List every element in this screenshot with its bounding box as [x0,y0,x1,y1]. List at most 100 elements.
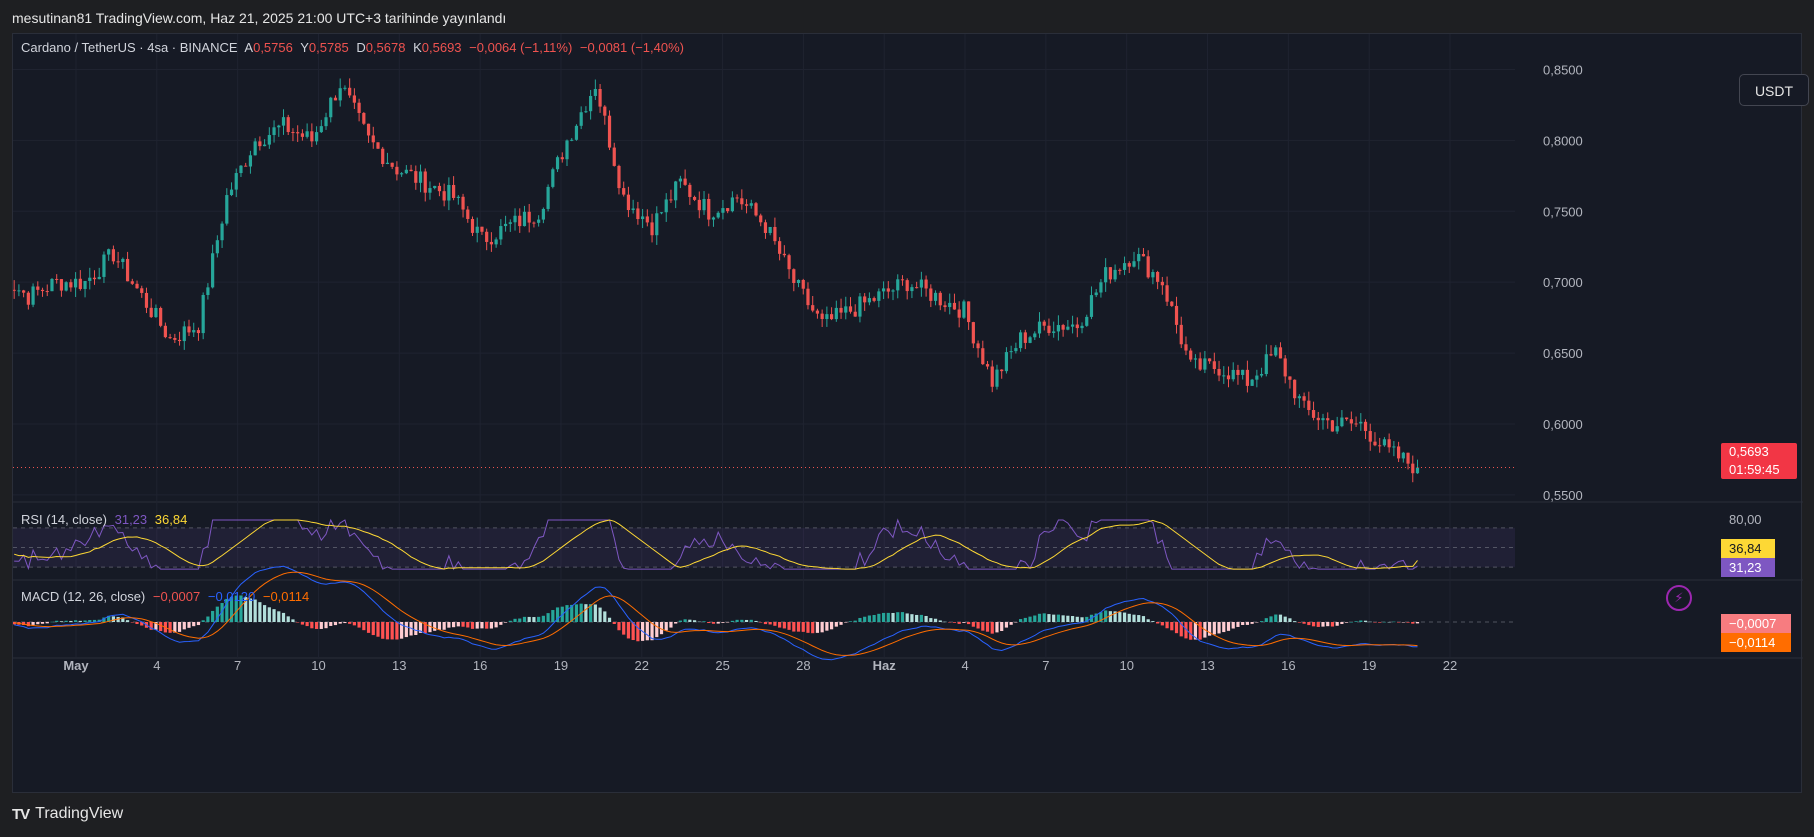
macd-histogram-bar [692,620,697,622]
chart-canvas[interactable]: May 4 7 10 13 16 19 22 25 28 Haz 4 7 10 13 16 19 22 0,8500… [13,34,1803,794]
candle-body [267,135,271,145]
macd-histogram-bar [428,622,432,633]
macd-histogram-bar [655,622,659,638]
macd-histogram-bar [933,618,938,622]
candle-body [1269,354,1273,356]
macd-histogram-bar [1113,611,1117,622]
macd-histogram-bar [522,616,527,622]
candle-body [385,162,390,164]
candle-body [655,213,659,236]
currency-button[interactable]: USDT [1739,74,1809,106]
macd-histogram-bar [1387,621,1391,623]
lightning-icon[interactable]: ⚡ [1666,585,1692,611]
candle-body [796,279,801,284]
macd-histogram-bar [447,622,451,628]
macd-histogram-bar [631,622,635,641]
candle-body [395,166,399,175]
macd-histogram-bar [1037,613,1042,622]
candle-body [404,169,408,174]
macd-histogram-bar [182,622,186,630]
macd-histogram-bar [159,622,163,632]
candle-body [896,279,900,291]
rsi-ma-tag: 36,84 [1721,539,1775,558]
macd-name: MACD (12, 26, close) [21,589,146,604]
macd-histogram-bar [277,611,281,622]
macd-histogram-bar [872,614,876,622]
macd-histogram-bar [943,621,947,623]
candle-body [967,301,971,323]
macd-histogram-bar [555,607,560,622]
macd-histogram-bar [1311,622,1316,627]
candle-body [1099,282,1103,293]
macd-histogram-bar [584,604,588,622]
macd-histogram-bar [1165,622,1169,629]
candle-body [1307,400,1311,411]
macd-histogram-bar [461,622,465,627]
candle-body [1245,369,1249,386]
macd-histogram-bar [1056,614,1060,622]
candle-body [348,87,352,96]
candle-body [1255,375,1259,380]
macd-histogram-bar [1047,614,1051,622]
candle-body [187,326,191,333]
candle-body [626,194,631,211]
macd-histogram-bar [1127,613,1131,622]
macd-histogram-bar [239,595,243,622]
macd-histogram-bar [1141,616,1146,622]
candle-body [1156,271,1160,282]
macd-histogram-bar [333,622,338,626]
macd-histogram-bar [593,604,597,622]
macd-histogram-bar [125,620,130,622]
macd-histogram-bar [603,611,607,622]
macd-histogram-bar [881,612,886,622]
candle-body [159,307,163,326]
macd-histogram-bar [366,622,371,633]
macd-histogram-bar [1269,616,1273,622]
macd-histogram-bar [886,612,890,622]
macd-histogram-bar [607,617,612,622]
macd-histogram-bar [437,622,442,630]
candle-body [1368,431,1372,442]
candle-body [607,115,612,148]
macd-histogram-bar [362,622,366,631]
macd-histogram-bar [1330,622,1335,627]
candle-body [234,173,238,190]
macd-histogram-bar [659,622,664,635]
candle-body [749,203,753,206]
candle-body [1406,452,1410,464]
macd-histogram-bar [45,622,49,624]
candle-body [55,278,59,280]
macd-histogram-bar [929,618,933,622]
candle-body [177,339,182,342]
macd-legend[interactable]: MACD (12, 26, close) −0,0007 −0,0120 −0,… [21,589,313,604]
macd-histogram-bar [1217,622,1221,634]
macd-histogram-bar [1009,622,1013,625]
open-value: 0,5756 [253,40,293,55]
macd-histogram-bar [400,622,404,639]
candle-body [1354,423,1358,425]
macd-histogram-bar [1231,622,1235,629]
rsi-legend[interactable]: RSI (14, close) 31,23 36,84 [21,512,191,527]
macd-histogram-bar [456,622,460,627]
macd-histogram-bar [1193,622,1198,640]
candle-body [59,279,64,291]
candle-body [1330,420,1335,432]
time-axis-label: 16 [473,658,487,673]
brand-name[interactable]: TradingView [35,805,124,822]
macd-histogram-bar [201,620,205,622]
macd-histogram-bar [329,622,333,626]
candle-body [1085,316,1089,326]
macd-histogram-bar [1061,615,1065,622]
candle-body [910,287,914,292]
macd-histogram-bar [938,620,942,622]
macd-histogram-bar [1236,622,1240,627]
chart-frame[interactable]: May 4 7 10 13 16 19 22 25 28 Haz 4 7 10 13 16 19 22 0,8500… [12,33,1809,794]
macd-histogram-bar [778,622,782,628]
ohlc-legend: Cardano / TetherUS · 4sa · BINANCE A0,57… [21,40,688,55]
macd-histogram-bar [215,606,219,622]
candle-body [13,289,16,291]
macd-histogram-bar [272,609,276,622]
candle-body [527,211,531,223]
symbol-title[interactable]: Cardano / TetherUS · 4sa · BINANCE [21,40,238,55]
countdown-tag: 01:59:45 [1721,461,1797,479]
